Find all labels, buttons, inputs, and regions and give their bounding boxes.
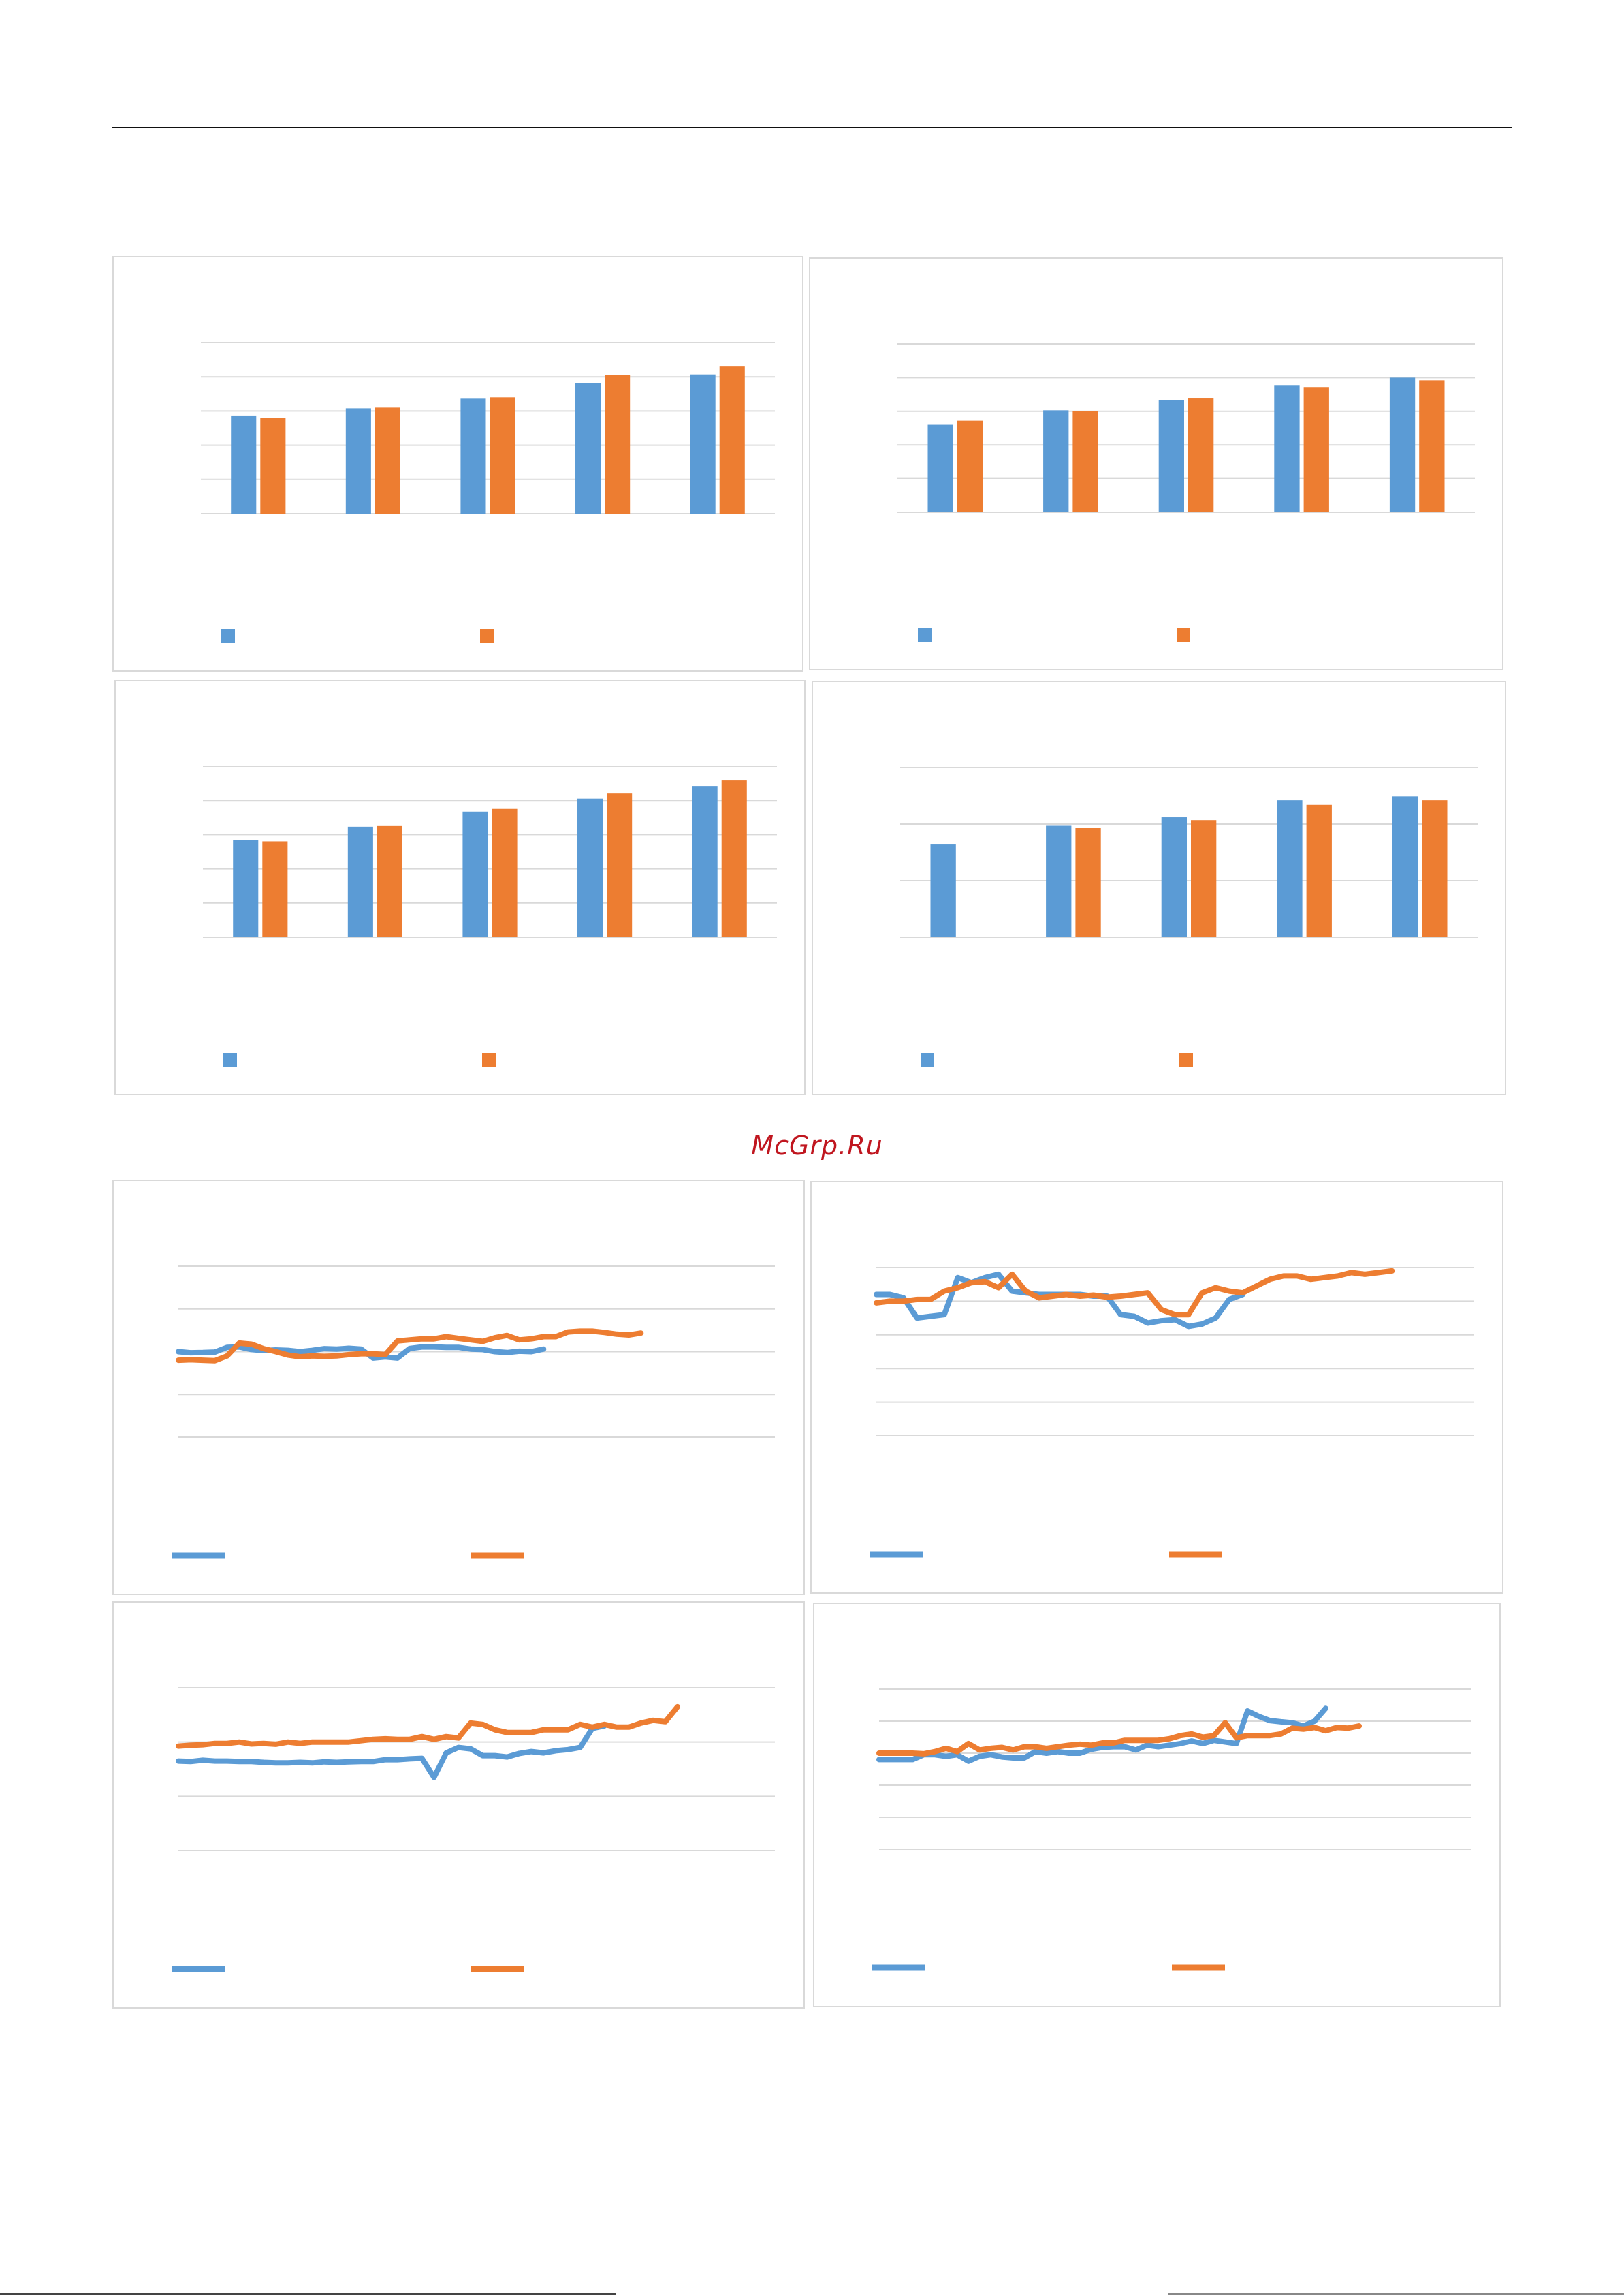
bar-series-1 (577, 798, 603, 937)
bar-series-1 (1392, 796, 1418, 937)
bar-series-2 (1191, 820, 1217, 937)
bar-series-1 (233, 840, 259, 937)
bar-series-1 (1046, 825, 1072, 937)
bar-series-2 (375, 407, 400, 514)
legend-marker-series-2 (480, 629, 494, 643)
bar-series-1 (1274, 385, 1300, 512)
chart-panel-7 (112, 1601, 805, 2009)
line-series-1 (876, 1705, 1328, 1764)
bar-series-2 (1072, 411, 1098, 512)
chart-panel-2 (809, 257, 1503, 670)
chart-svg (172, 1687, 775, 1972)
footer-rule-left (0, 2293, 616, 2295)
chart-svg (870, 1267, 1474, 1558)
bar-series-2 (721, 780, 747, 937)
line-series-1 (176, 1723, 607, 1780)
chart-panel-1 (112, 256, 803, 672)
page-header-rule (112, 127, 1512, 128)
bar-series-2 (262, 841, 288, 937)
bar-series-1 (690, 374, 716, 514)
legend-marker-series-2 (1177, 628, 1190, 642)
bar-series-1 (345, 408, 371, 514)
bar-series-2 (1422, 800, 1448, 937)
bar-series-1 (347, 826, 373, 937)
bar-series-2 (260, 418, 286, 514)
chart-panel-6 (810, 1181, 1503, 1594)
bar-series-1 (692, 786, 718, 937)
bar-series-2 (957, 420, 983, 512)
watermark-text: McGrp.Ru (751, 1131, 883, 1161)
chart-panel-8 (813, 1603, 1501, 2007)
bar-series-1 (460, 398, 486, 514)
chart-svg (172, 1265, 775, 1559)
chart-panel-5 (112, 1180, 805, 1595)
bar-series-1 (575, 383, 601, 514)
bar-series-2 (1419, 380, 1445, 512)
chart-svg (900, 767, 1478, 1067)
footer-rule-right (1168, 2293, 1624, 2295)
bar-series-1 (1277, 800, 1303, 937)
legend-marker-series-1 (918, 628, 932, 642)
bar-series-2 (492, 808, 518, 937)
bar-series-2 (605, 375, 631, 514)
legend-marker-series-1 (221, 629, 235, 643)
bar-series-1 (1043, 410, 1069, 512)
bar-series-2 (377, 825, 402, 937)
bar-series-1 (231, 415, 257, 514)
bar-series-2 (607, 793, 633, 937)
legend-marker-series-2 (482, 1053, 496, 1067)
legend-marker-series-2 (1179, 1053, 1193, 1067)
chart-panel-3 (114, 680, 806, 1095)
bar-series-2 (490, 397, 515, 514)
bar-series-2 (719, 366, 745, 514)
chart-svg (872, 1688, 1471, 1971)
legend-marker-series-1 (921, 1053, 934, 1067)
chart-svg (203, 766, 777, 1067)
bar-series-1 (927, 424, 953, 512)
chart-svg (201, 342, 775, 643)
bar-series-2 (1188, 398, 1214, 512)
bar-series-2 (1303, 387, 1329, 512)
bar-series-2 (1306, 804, 1332, 937)
bar-series-1 (1161, 817, 1187, 937)
bar-series-2 (1075, 828, 1101, 937)
chart-svg (897, 343, 1475, 642)
line-series-2 (874, 1268, 1395, 1318)
bar-series-1 (462, 811, 488, 937)
bar-series-1 (1389, 377, 1416, 512)
bar-series-1 (930, 844, 956, 937)
line-series-2 (876, 1720, 1362, 1757)
chart-panel-4 (812, 681, 1506, 1095)
bar-series-1 (1158, 400, 1184, 512)
line-series-2 (176, 1328, 644, 1364)
line-series-2 (176, 1703, 680, 1749)
legend-marker-series-1 (223, 1053, 237, 1067)
